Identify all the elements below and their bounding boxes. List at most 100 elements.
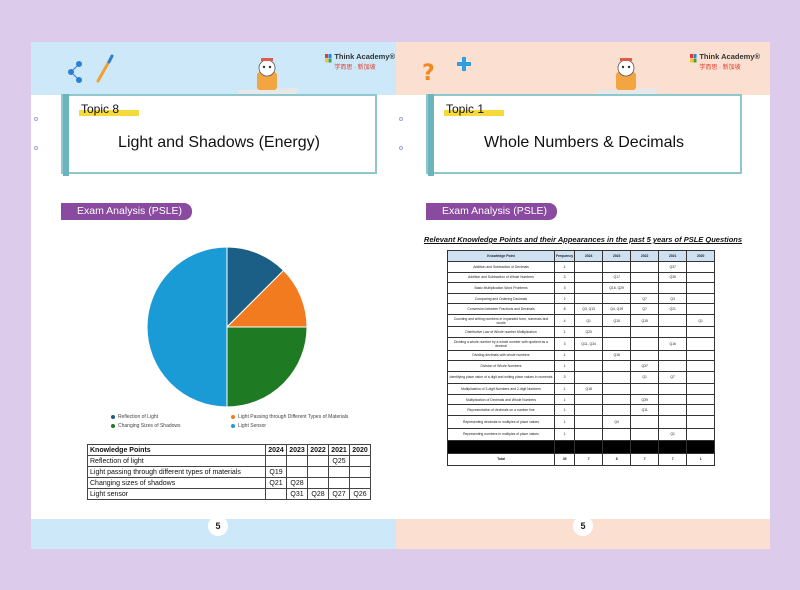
legend-swatch	[231, 415, 235, 419]
table-cell	[686, 427, 716, 442]
table-cell: Q19	[265, 466, 287, 478]
table-row: Counting and writing numbers in expanded…	[447, 313, 716, 328]
table-cell	[286, 466, 308, 478]
table-row: Light sensor Q31 Q28 Q27 Q26	[87, 488, 371, 500]
table-row: Dividing decimals with whole numbers 1 Q18	[447, 349, 716, 362]
table-cell	[328, 477, 350, 489]
column-header: Frequency	[553, 250, 576, 262]
brand-subtitle: 学而思 · 新加坡	[699, 65, 741, 71]
topic-tag: Topic 8	[79, 102, 139, 116]
table-row: Dividing a whole number by a whole numbe…	[447, 337, 716, 351]
table-cell	[602, 370, 632, 385]
column-header: 2024	[574, 250, 604, 262]
legend-swatch	[111, 424, 115, 428]
column-header: Knowledge Points	[87, 444, 266, 456]
table-cell	[686, 440, 716, 455]
question-mark-icon: ?	[422, 61, 435, 84]
table-cell: Comparing and Ordering Decimals	[447, 292, 555, 305]
table-cell	[574, 261, 604, 273]
table-cell: 2	[553, 292, 576, 305]
table-cell	[686, 261, 716, 273]
legend-item: Reflection of Light	[111, 414, 158, 420]
binder-hole	[34, 146, 38, 150]
table-cell	[574, 427, 604, 442]
table-cell	[686, 282, 716, 294]
pie-slice	[225, 269, 308, 328]
table-cell	[630, 337, 660, 351]
table-cell	[686, 415, 716, 429]
table-cell	[602, 440, 632, 455]
brand-logo-icon	[690, 54, 697, 63]
column-header: 2022	[307, 444, 329, 456]
table-cell: 8	[602, 453, 632, 467]
table-row: Multiplication of 3-digit Numbers and 2-…	[447, 383, 716, 395]
table-cell: Q17	[602, 271, 632, 284]
brand-name: Think Academy®	[699, 52, 760, 61]
column-header: 2020	[349, 444, 371, 456]
table-cell: Q3, Q13	[574, 303, 604, 315]
table-cell	[574, 404, 604, 417]
table-cell	[686, 370, 716, 385]
table-cell	[658, 326, 688, 339]
table-cell: 7	[658, 453, 688, 467]
table-header-row: Knowledge Point Frequency 2024 2023 2022…	[447, 250, 716, 262]
table-cell: 3	[553, 337, 576, 351]
table-cell: Q15	[630, 313, 660, 328]
table-cell	[686, 271, 716, 284]
table-cell: Q1	[630, 370, 660, 385]
topic-tag-text: Topic 1	[446, 102, 485, 116]
binder-hole	[399, 146, 403, 150]
table-cell: Representing decimals in multiples of pl…	[447, 415, 555, 429]
topic-accent-bar	[63, 94, 69, 176]
table-cell	[328, 466, 350, 478]
table-cell	[630, 326, 660, 339]
table-cell	[686, 393, 716, 406]
table-cell	[658, 313, 688, 328]
column-header: 2024	[265, 444, 287, 456]
table-cell: Dividing a whole number by a whole numbe…	[447, 337, 555, 351]
table-cell: 1	[553, 349, 576, 362]
topic-highlight	[444, 110, 504, 116]
table-cell: Q21	[265, 477, 287, 489]
table-cell: Total	[447, 453, 555, 467]
table-cell: Q27	[328, 488, 350, 500]
table-cell	[286, 455, 308, 467]
table-cell: Q4	[602, 415, 632, 429]
table-row: Multiplication of Decimals and Whole Num…	[447, 393, 716, 406]
table-cell: 1	[553, 360, 576, 372]
table-cell	[574, 360, 604, 372]
legend-swatch	[111, 415, 115, 419]
table-cell	[265, 488, 287, 500]
table-cell	[630, 427, 660, 442]
topic-title: Whole Numbers & Decimals	[483, 134, 685, 151]
table-cell: Q18	[574, 383, 604, 395]
brand-subtitle: 学而思 · 新加坡	[334, 65, 376, 71]
topic-accent-bar	[428, 94, 434, 176]
table-cell	[574, 349, 604, 362]
table-cell	[686, 404, 716, 417]
table-cell: 1	[686, 453, 716, 467]
topic-tag: Topic 1	[444, 102, 504, 116]
table-cell: Light passing through different types of…	[87, 466, 266, 478]
left-page: Think Academy® 学而思 · 新加坡 Topic 8 Light a…	[31, 42, 405, 549]
table-cell: 1	[553, 383, 576, 395]
table-cell: 3	[553, 282, 576, 294]
table-cell	[307, 455, 329, 467]
table-cell: Q3	[658, 292, 688, 305]
header-band	[396, 42, 770, 95]
exam-analysis-pill: Exam Analysis (PSLE)	[60, 203, 193, 220]
table-cell: Q28	[286, 477, 308, 489]
table-cell: Q37	[658, 261, 688, 273]
table-cell	[574, 393, 604, 406]
svg-text:?: ?	[422, 61, 435, 84]
table-row: Distributive Law of Whole number Multipl…	[447, 326, 716, 339]
knowledge-point-frequency-table: Knowledge Point Frequency 2024 2023 2022…	[447, 250, 716, 467]
table-cell	[686, 303, 716, 315]
mascot-illustration	[237, 58, 299, 96]
topic-title: Light and Shadows (Energy)	[118, 134, 320, 151]
table-cell: Q35	[658, 271, 688, 284]
table-cell: Q16	[658, 337, 688, 351]
table-cell	[265, 455, 287, 467]
column-header: Knowledge Point	[447, 250, 555, 262]
table-cell: 1	[553, 404, 576, 417]
